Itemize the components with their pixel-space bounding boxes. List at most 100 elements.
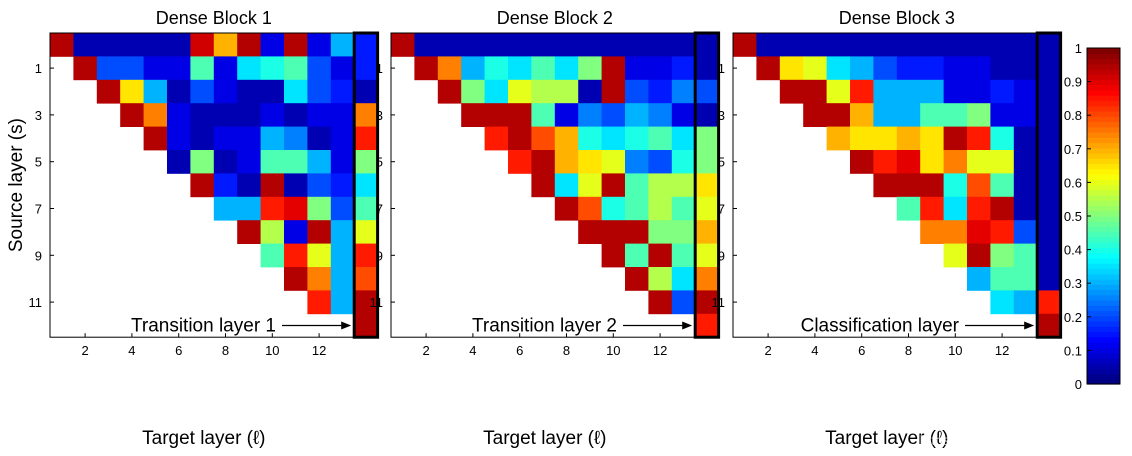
colorbar-tick-label: 0.1 xyxy=(1064,343,1082,358)
heatmap-cell xyxy=(803,56,827,81)
heatmap-cell xyxy=(1037,126,1061,151)
heatmap-cell xyxy=(1013,290,1038,315)
heatmap-cell xyxy=(1013,150,1038,174)
heatmap-cell xyxy=(354,267,378,291)
panel-title: Dense Block 1 xyxy=(156,8,272,28)
heatmap-cell xyxy=(873,56,898,81)
x-tick-label: 10 xyxy=(265,343,279,358)
heatmap-cell xyxy=(330,290,355,315)
y-tick-label: 7 xyxy=(35,202,42,217)
colorbar-segment xyxy=(1087,300,1120,306)
y-tick-label: 9 xyxy=(35,248,42,263)
colorbar-segment xyxy=(1087,184,1120,191)
heatmap-cell xyxy=(1013,196,1038,221)
colorbar-segment xyxy=(1087,258,1120,264)
heatmap-panel-1: Dense Block 1 2 4 6 8 10 12 1 3 5 7 9 11 Target layer… xyxy=(6,8,380,449)
colorbar-segment xyxy=(1087,242,1120,249)
heatmap-cell xyxy=(354,103,378,127)
heatmap-cell xyxy=(354,56,378,81)
heatmap-cell xyxy=(601,220,626,244)
heatmap-cell xyxy=(260,173,285,198)
colorbar-segment xyxy=(1087,273,1120,280)
heatmap-cell xyxy=(307,243,332,268)
heatmap-cell xyxy=(601,126,626,151)
heatmap-cell xyxy=(237,56,261,81)
heatmap-cell xyxy=(307,267,332,291)
heatmap-cell xyxy=(1037,243,1061,268)
heatmap-cell xyxy=(307,173,332,198)
heatmap-cell xyxy=(484,103,509,127)
heatmap-cell xyxy=(648,290,673,315)
heatmap-cell xyxy=(508,79,532,104)
heatmap-cell xyxy=(307,126,332,151)
heatmap-cell xyxy=(284,267,308,291)
heatmap-cell xyxy=(896,56,921,81)
heatmap-cell xyxy=(531,33,556,57)
heatmap-cell xyxy=(1037,33,1061,57)
heatmap-cell xyxy=(237,79,261,104)
heatmap-cell xyxy=(190,173,215,198)
x-tick-label: 4 xyxy=(128,343,135,358)
heatmap-cell xyxy=(943,196,968,221)
heatmap-cell xyxy=(213,150,238,174)
heatmap-cell xyxy=(896,173,921,198)
heatmap-cell xyxy=(601,33,626,57)
heatmap-cell xyxy=(237,173,261,198)
y-tick-label: 7 xyxy=(718,202,725,217)
heatmap-cell xyxy=(625,56,649,81)
heatmap-cell xyxy=(1013,79,1038,104)
heatmap-cell xyxy=(943,33,968,57)
x-tick-label: 4 xyxy=(811,343,818,358)
heatmap-cell xyxy=(873,150,898,174)
heatmap-cell xyxy=(307,56,332,81)
x-tick-label: 8 xyxy=(905,343,912,358)
heatmap-cell xyxy=(484,126,509,151)
heatmap-cell xyxy=(508,150,532,174)
heatmap-cell xyxy=(695,173,719,198)
heatmap-cell xyxy=(873,126,898,151)
heatmap-cell xyxy=(190,126,215,151)
colorbar-tick-label: 0 xyxy=(1075,377,1082,392)
heatmap-cell xyxy=(307,33,332,57)
colorbar-segment xyxy=(1087,226,1120,233)
heatmap-cell xyxy=(943,56,968,81)
heatmap-cell xyxy=(330,173,355,198)
heatmap-cell xyxy=(284,173,308,198)
heatmap-cell xyxy=(920,79,944,104)
heatmap-cell xyxy=(143,79,168,104)
heatmap-cell xyxy=(143,33,168,57)
heatmap-cell xyxy=(779,79,804,104)
heatmap-cell xyxy=(307,196,332,221)
heatmap-cell xyxy=(990,220,1015,244)
colorbar-segment xyxy=(1087,342,1120,348)
colorbar-segment xyxy=(1087,216,1120,222)
heatmap-cell xyxy=(284,196,308,221)
heatmap-cell xyxy=(1013,173,1038,198)
heatmap-cell xyxy=(391,33,415,57)
heatmap-cell xyxy=(967,150,991,174)
colorbar-segment xyxy=(1087,163,1120,170)
heatmap-cell xyxy=(943,220,968,244)
colorbar-segment xyxy=(1087,90,1120,96)
heatmap-cell xyxy=(1037,290,1061,315)
heatmap-cell xyxy=(508,33,532,57)
heatmap-cell xyxy=(648,33,673,57)
heatmap-cell xyxy=(554,56,579,81)
heatmap-cell xyxy=(1013,267,1038,291)
heatmap-cell xyxy=(437,33,462,57)
colorbar-tick-label: 0.4 xyxy=(1064,243,1082,258)
heatmap-cell xyxy=(671,290,696,315)
heatmap-cell xyxy=(671,56,696,81)
heatmap-cell xyxy=(354,243,378,268)
heatmap-cell xyxy=(943,79,968,104)
heatmap-cell xyxy=(120,33,144,57)
heatmap-cell xyxy=(648,79,673,104)
colorbar-segment xyxy=(1087,336,1120,343)
colorbar-segment xyxy=(1087,368,1120,375)
heatmap-cell xyxy=(625,150,649,174)
heatmap-cell xyxy=(671,173,696,198)
y-tick-label: 1 xyxy=(376,61,383,76)
heatmap-cell xyxy=(461,33,485,57)
colorbar-segment xyxy=(1087,284,1120,291)
colorbar-segment xyxy=(1087,132,1120,138)
